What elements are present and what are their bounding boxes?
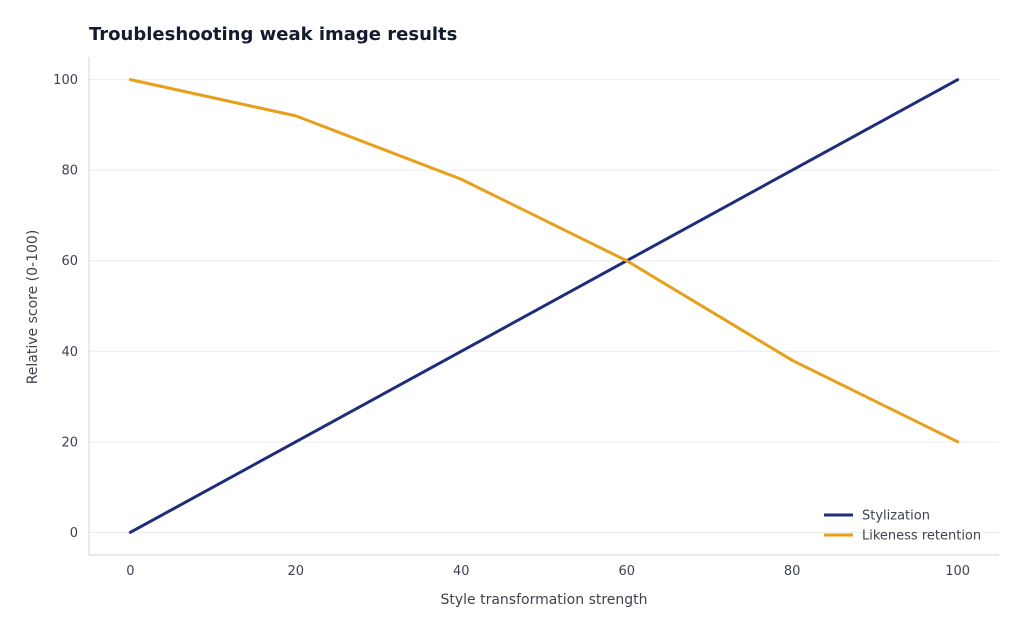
legend-label-likeness-retention: Likeness retention xyxy=(862,529,981,544)
x-tick-label-80: 80 xyxy=(784,564,801,579)
x-tick-label-60: 60 xyxy=(618,564,635,579)
series-line-stylization xyxy=(128,78,960,534)
x-axis-label: Style transformation strength xyxy=(440,592,647,608)
y-tick-label-0: 0 xyxy=(70,526,78,541)
axes xyxy=(88,57,999,556)
legend-label-stylization: Stylization xyxy=(862,509,930,524)
x-tick-label-0: 0 xyxy=(126,564,134,579)
x-tick-label-20: 20 xyxy=(288,564,305,579)
y-tick-label-60: 60 xyxy=(61,254,78,269)
y-tick-label-100: 100 xyxy=(53,73,78,88)
x-tick-label-100: 100 xyxy=(945,564,970,579)
y-tick-label-20: 20 xyxy=(61,435,78,450)
series-line-likeness-retention xyxy=(128,78,960,444)
chart-title: Troubleshooting weak image results xyxy=(89,24,457,45)
legend: Stylization Likeness retention xyxy=(824,509,981,544)
tick-labels: 0 20 40 60 80 100 0 20 40 60 80 100 xyxy=(53,73,970,579)
grid-lines xyxy=(89,79,999,533)
y-axis-label: Relative score (0-100) xyxy=(25,230,41,385)
y-tick-label-40: 40 xyxy=(61,345,78,360)
y-tick-label-80: 80 xyxy=(61,164,78,179)
x-tick-label-40: 40 xyxy=(453,564,470,579)
series-lines xyxy=(128,78,960,534)
